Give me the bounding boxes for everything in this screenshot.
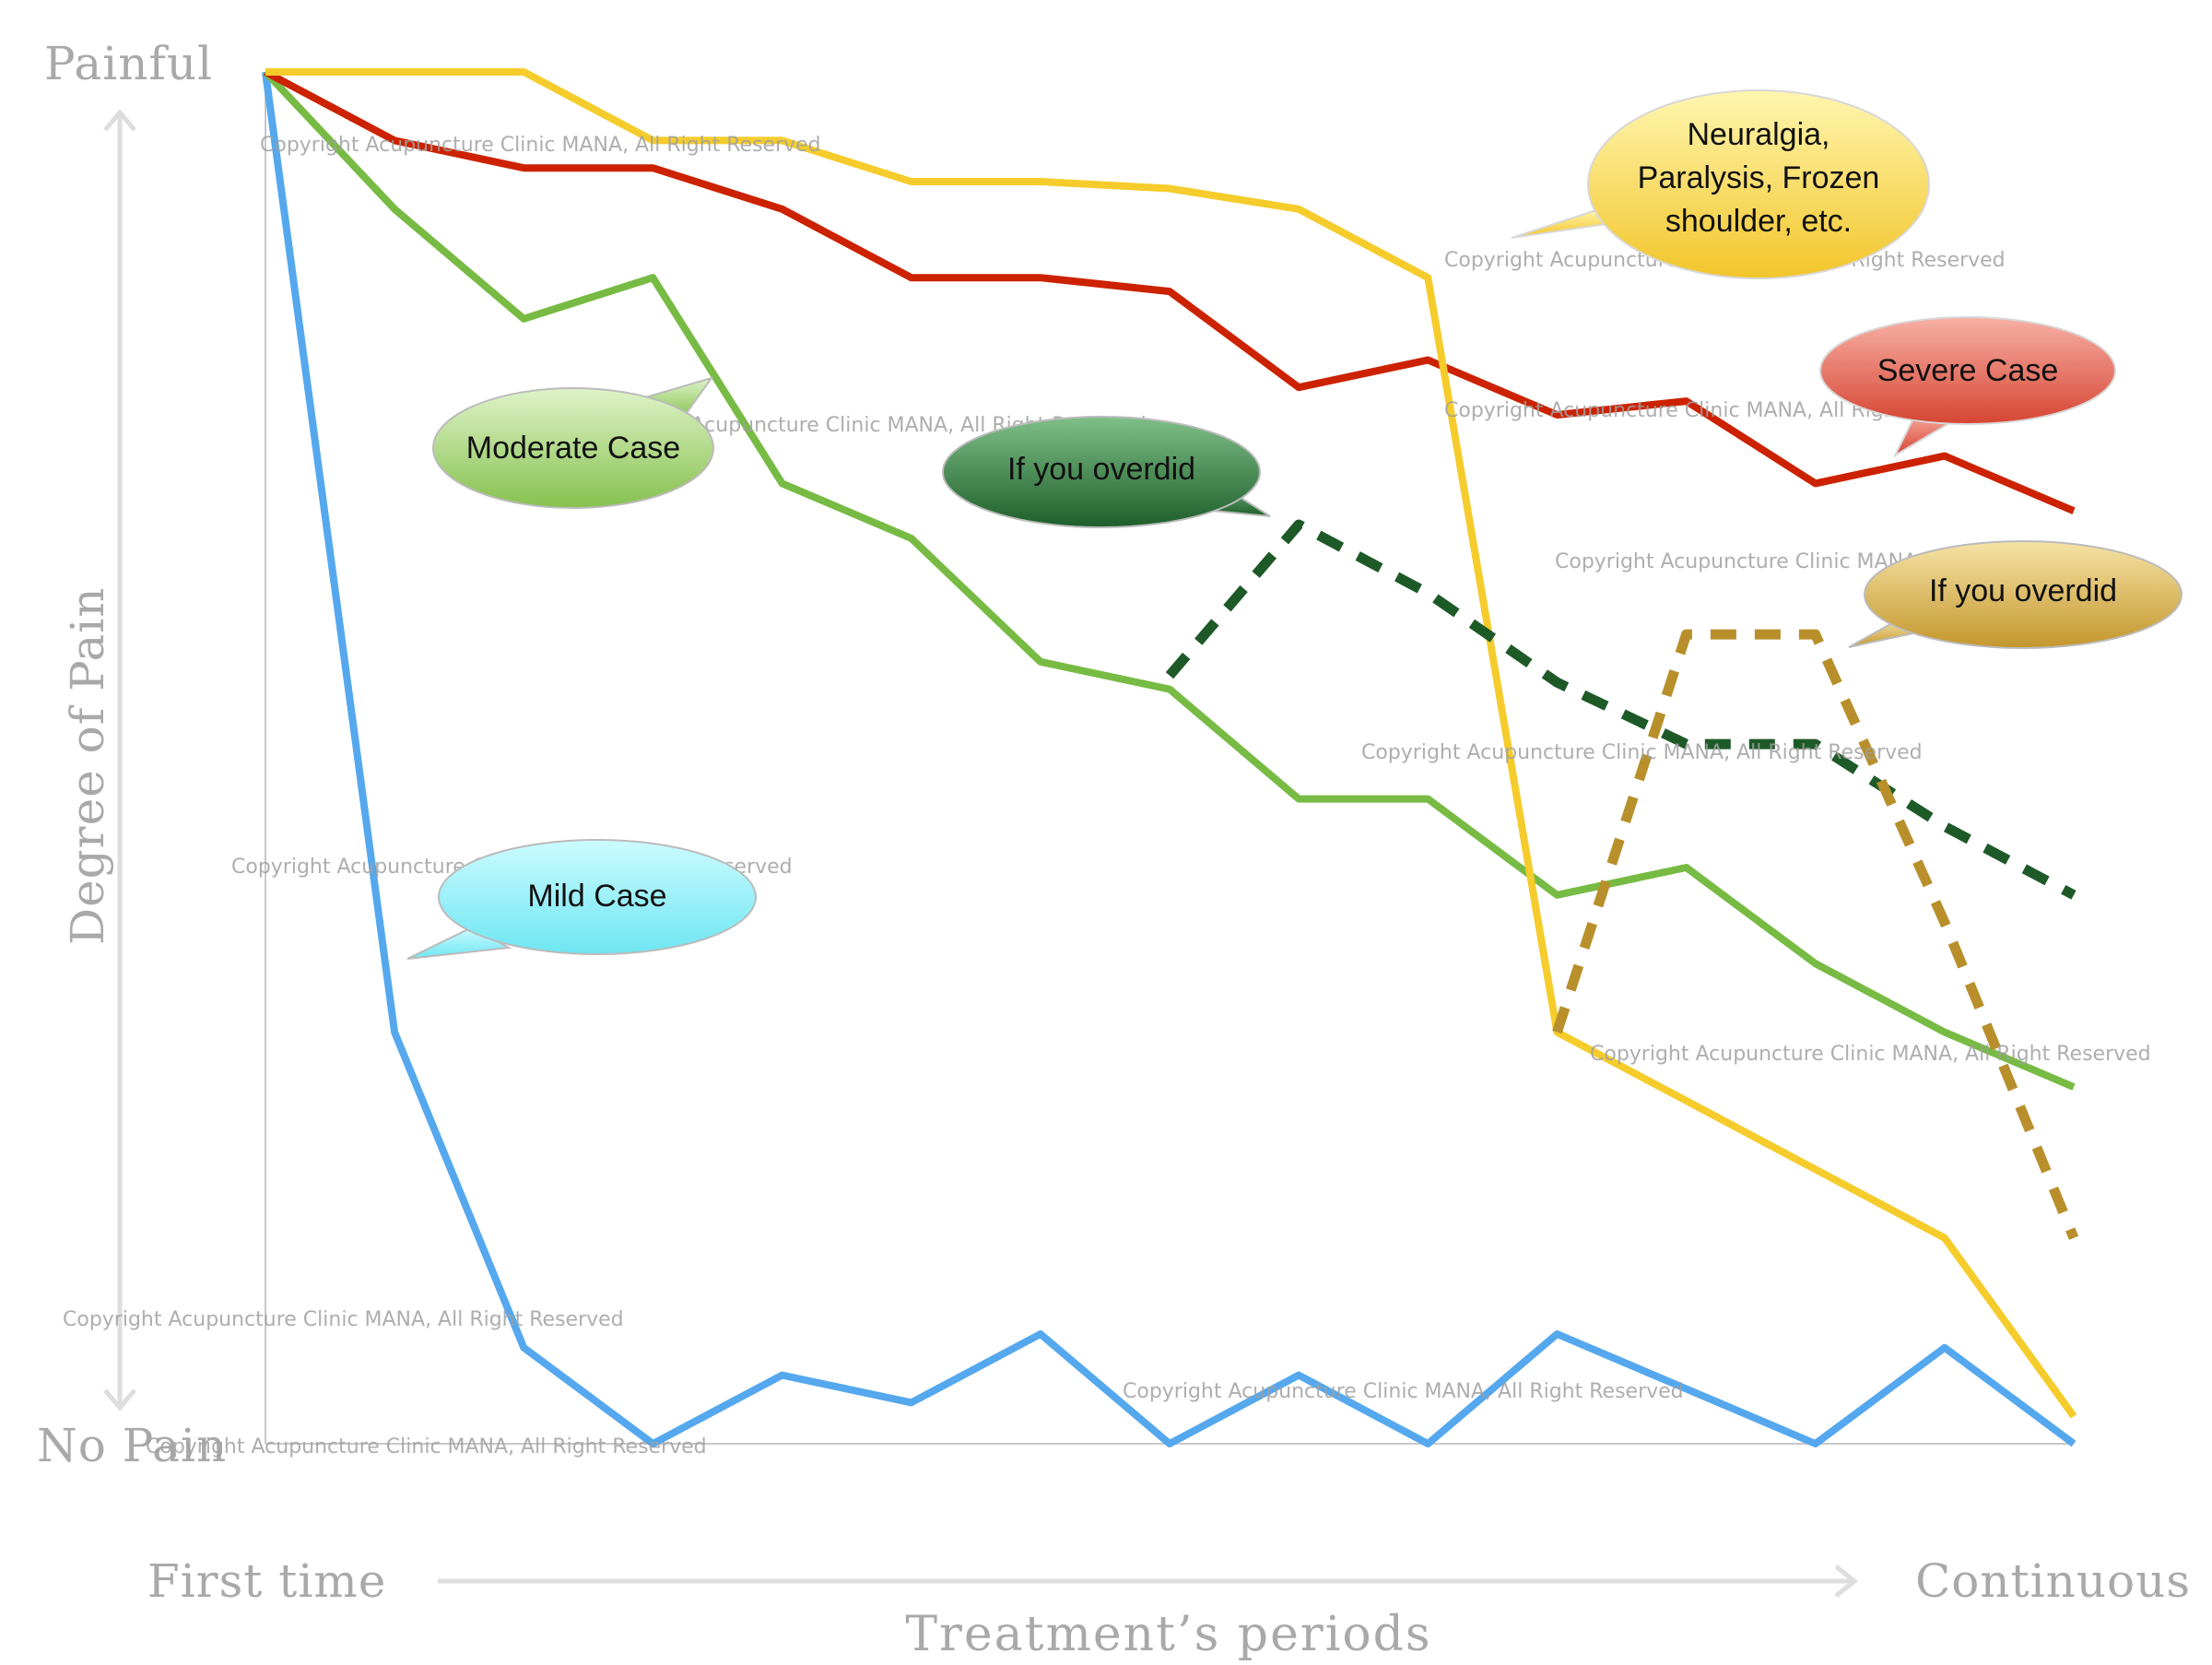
callout-text: Moderate Case (466, 431, 680, 466)
y-top-label: Painful (44, 37, 213, 90)
x-axis-title: Treatment’s periods (905, 1607, 1431, 1662)
watermark: Copyright Acupuncture Clinic MANA, All R… (1361, 741, 1923, 764)
callout-text: Neuralgia, (1688, 117, 1830, 152)
watermark-layer: Copyright Acupuncture Clinic MANA, All R… (63, 134, 2151, 1458)
callout-severe: Severe Case (1819, 316, 2116, 458)
series-line-if-you-overdid (1552, 629, 2079, 1240)
x-start-label: First time (147, 1554, 386, 1608)
watermark: Copyright Acupuncture Clinic MANA, All R… (1590, 1043, 2151, 1066)
watermark: Copyright Acupuncture Clinic MANA, All R… (260, 134, 821, 157)
series-line-mild-case (262, 71, 2077, 1447)
y-arrow-down-icon (103, 1388, 136, 1411)
callout-text: If you overdid (1929, 573, 2117, 608)
watermark: Copyright Acupuncture Clinic MANA, All R… (63, 1308, 624, 1331)
callout-text: Mild Case (527, 879, 666, 914)
series-line-neuralgia-paralysis-frozen-shoulder-etc- (265, 68, 2077, 1419)
callout-overdid-green: If you overdid (942, 416, 1271, 528)
callout-moderate: Moderate Case (432, 376, 714, 509)
series-line-if-you-overdid (1165, 519, 2077, 900)
y-axis-title: Degree of Pain (61, 586, 114, 945)
watermark: Copyright Acupuncture Clinic MANA, All R… (1123, 1380, 1684, 1403)
series-line-moderate-case (263, 69, 2076, 1091)
series-layer (262, 68, 2079, 1447)
callout-text: Paralysis, Frozen (1638, 160, 1880, 195)
x-end-label: Continuous (1915, 1554, 2191, 1608)
callout-neuralgia: Neuralgia, Paralysis, Frozen shoulder, e… (1511, 89, 1930, 279)
y-arrow-up-icon (103, 109, 136, 132)
y-bottom-label: No Pain (37, 1419, 227, 1472)
x-arrow-right-icon (1834, 1565, 1859, 1598)
callout-text: Severe Case (1877, 353, 2059, 388)
watermark: Copyright Acupuncture Clinic MANA, All R… (146, 1435, 707, 1458)
series-line-severe-case (264, 68, 2076, 514)
callout-text: If you overdid (1007, 452, 1195, 487)
callout-overdid-gold: If you overdid (1848, 540, 2183, 649)
callout-text: shoulder, etc. (1665, 204, 1852, 239)
callout-mild: Mild Case (406, 839, 757, 960)
